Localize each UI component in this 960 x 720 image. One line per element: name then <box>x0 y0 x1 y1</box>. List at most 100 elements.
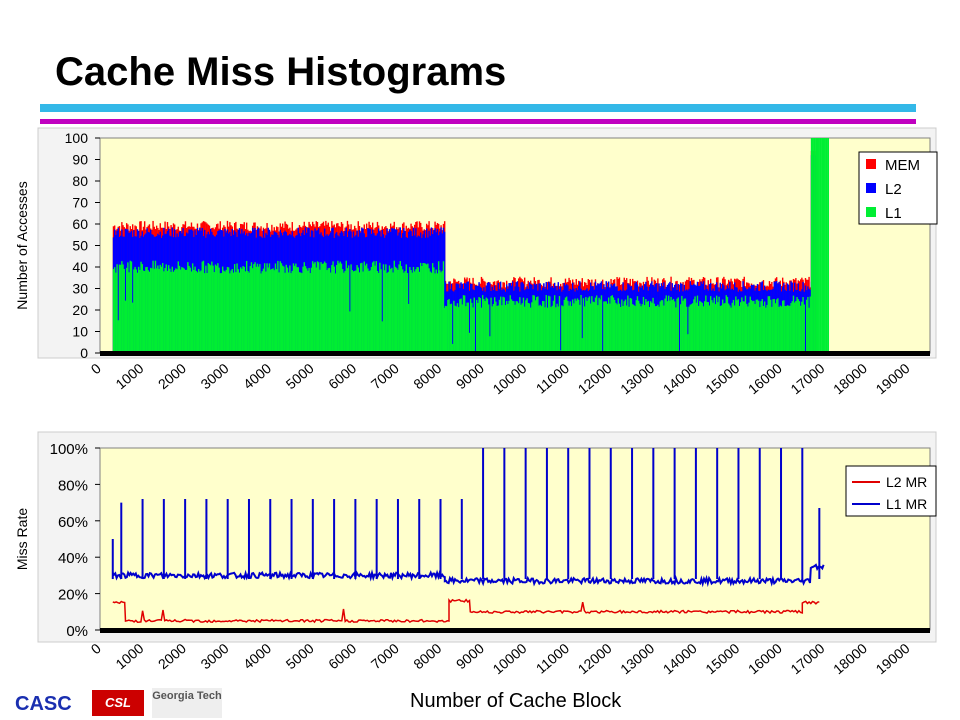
chart1-bar-l1 <box>191 263 194 353</box>
chart1-bar-l1 <box>389 268 392 353</box>
chart1-bar-l1 <box>238 272 241 353</box>
chart1-bar-l1 <box>604 301 606 353</box>
chart1-bar-l1 <box>325 262 327 353</box>
chart1-bar-l1 <box>669 300 671 353</box>
chart1-bar-l1 <box>427 263 429 353</box>
chart1-legend-swatch-mem <box>866 159 876 169</box>
chart1-bar-l1 <box>159 264 161 353</box>
chart1-bar-l1 <box>170 271 172 353</box>
chart1-bar-l1 <box>374 265 376 353</box>
chart1-bar-l1 <box>490 297 492 353</box>
chart1-bar-l1 <box>627 295 629 353</box>
chart1-bar-l1 <box>574 298 576 353</box>
chart1-bar-l1 <box>619 307 622 353</box>
chart1-bar-l1 <box>791 301 793 353</box>
chart1-bar-l1 <box>397 269 399 353</box>
chart1-bar-l1 <box>358 272 361 353</box>
chart1-bar-l1 <box>278 272 280 353</box>
chart1-bar-l1 <box>365 263 368 353</box>
chart1-bar-l1 <box>164 268 166 353</box>
chart1-bar-l1 <box>131 302 134 353</box>
chart1-bar-l1 <box>419 262 422 353</box>
chart1-bar-l1 <box>311 261 314 353</box>
chart1-bar-l1 <box>134 266 136 353</box>
chart2-x-tick-label: 15000 <box>702 640 742 677</box>
chart1-bar-l1 <box>826 138 828 353</box>
chart1-bar-l1 <box>600 295 603 353</box>
chart1-bar-l1 <box>284 272 286 353</box>
chart1-bar-l1 <box>142 270 145 353</box>
chart1-bar-l1 <box>145 267 147 353</box>
chart1-bar-l1 <box>165 264 167 353</box>
chart1-bar-l1 <box>640 306 642 353</box>
chart1-bar-l1 <box>439 270 441 353</box>
chart1-bar-l1 <box>262 268 265 353</box>
chart1-bar-l1 <box>309 273 311 353</box>
chart1-bar-l1 <box>412 266 415 353</box>
chart1-bar-l1 <box>280 263 283 353</box>
chart1-bar-l1 <box>356 265 358 353</box>
chart1-bar-l1 <box>322 263 325 353</box>
chart1-bar-l1 <box>721 299 724 353</box>
chart1-bar-l1 <box>787 305 790 353</box>
chart1-bar-l1 <box>701 302 703 353</box>
chart1-bar-l1 <box>385 264 387 353</box>
chart1-bar-l1 <box>521 303 523 353</box>
chart1-bar-l1 <box>535 297 538 353</box>
chart1-bar-l1 <box>333 266 335 353</box>
chart2-y-tick-label: 40% <box>58 550 88 567</box>
chart1-bar-l1 <box>468 332 471 353</box>
chart1-bar-l1 <box>545 295 547 353</box>
chart1-bar-l1 <box>540 306 543 353</box>
chart1-bar-l1 <box>687 334 689 353</box>
chart1-bar-l1 <box>642 296 645 353</box>
chart1-bar-l1 <box>786 305 789 353</box>
chart1-bar-l1 <box>123 268 125 353</box>
chart1-bar-l1 <box>507 304 509 353</box>
chart1-bar-l1 <box>631 304 634 353</box>
chart1-bar-l1 <box>550 307 552 353</box>
chart1-bar-l1 <box>577 299 580 353</box>
chart1-bar-l1 <box>418 271 421 353</box>
chart1-bar-l1 <box>492 303 495 353</box>
chart1-bar-l1 <box>373 261 375 353</box>
chart1-bar-l1 <box>363 261 365 353</box>
chart1-bar-l1 <box>146 266 148 353</box>
chart1-bar-l1 <box>386 273 388 353</box>
chart1-bar-l1 <box>751 301 754 353</box>
chart1-bar-l1 <box>440 272 442 353</box>
chart1-bar-l1 <box>128 272 130 353</box>
chart1-bar-l1 <box>693 299 695 353</box>
chart1-bar-l1 <box>767 296 769 353</box>
chart1-bar-l1 <box>624 299 627 353</box>
chart1-bar-l1 <box>253 264 255 353</box>
chart1-legend-label-mem: MEM <box>885 157 920 174</box>
chart1-bar-l1 <box>190 271 193 353</box>
chart1-bar-l1 <box>522 297 525 353</box>
chart1-bar-l1 <box>447 299 449 353</box>
chart1-bar-l1 <box>681 295 683 353</box>
chart1-bar-l1 <box>436 273 439 353</box>
chart1-bar-l1 <box>227 267 230 353</box>
chart1-bar-l1 <box>172 271 175 353</box>
chart1-y-tick-label: 10 <box>72 324 88 340</box>
chart1-bar-l1 <box>220 273 223 353</box>
chart1-bar-l1 <box>301 273 303 353</box>
chart1-bar-l1 <box>682 300 684 353</box>
chart1-bar-l1 <box>648 306 651 353</box>
chart1-bar-l1 <box>335 265 338 353</box>
chart1-bar-l1 <box>269 269 272 353</box>
chart1-bar-l1 <box>155 268 158 353</box>
chart2-x-tick-label: 11000 <box>533 640 572 677</box>
chart1-bar-l1 <box>802 297 804 353</box>
chart1-bar-l1 <box>763 301 766 353</box>
chart1-y-tick-label: 90 <box>72 152 88 168</box>
chart1-bar-l1 <box>230 270 232 353</box>
chart1-bar-l1 <box>661 300 664 353</box>
chart1-bar-l1 <box>735 296 737 353</box>
chart1-bar-l1 <box>415 269 417 353</box>
chart1-bar-l1 <box>310 267 313 353</box>
chart1-bar-l1 <box>581 338 583 353</box>
chart1-bar-l1 <box>176 269 178 353</box>
chart2-x-tick-label: 19000 <box>873 640 913 677</box>
